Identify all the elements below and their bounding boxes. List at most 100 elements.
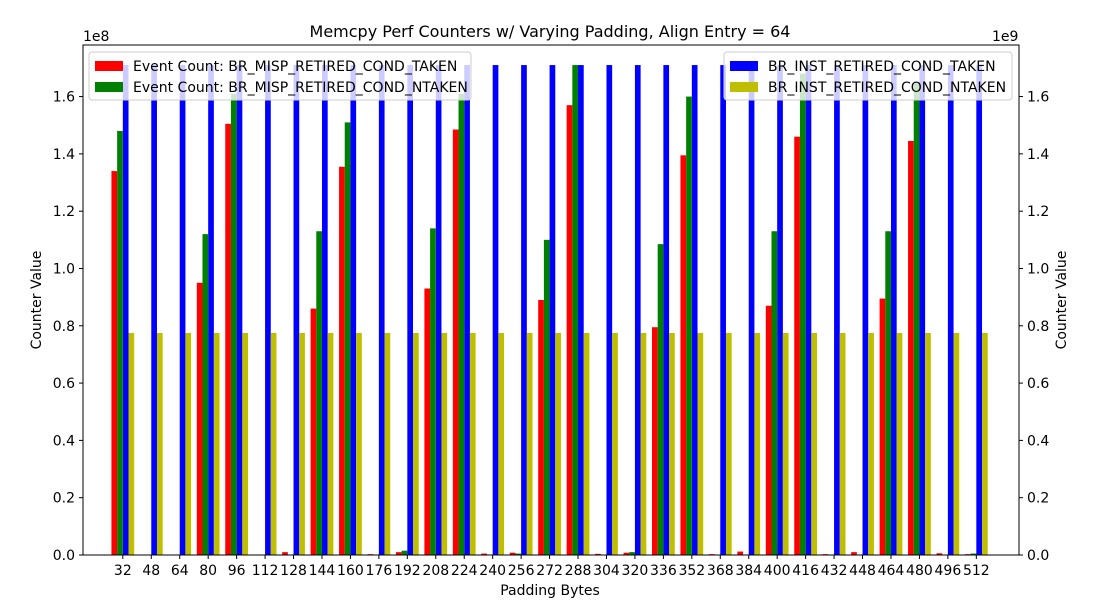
bar-br-inst-retired-cond-taken-416 xyxy=(805,65,812,555)
bar-br-inst-retired-cond-taken-336 xyxy=(663,65,670,555)
bar-br-inst-retired-cond-taken-160 xyxy=(350,65,357,555)
bar-br-inst-retired-cond-ntaken-336 xyxy=(669,332,675,555)
bar-br-inst-retired-cond-taken-400 xyxy=(777,65,783,555)
x-tick-label: 336 xyxy=(650,563,677,579)
legend-left: Event Count: BR_MISP_RETIRED_COND_TAKEN E… xyxy=(88,51,472,101)
bar-br-inst-retired-cond-taken-368 xyxy=(720,65,726,555)
bar-br-inst-retired-cond-taken-288 xyxy=(578,65,584,555)
x-tick-label: 272 xyxy=(536,563,563,579)
left-axis-multiplier: 1e8 xyxy=(83,29,109,45)
x-tick-label: 288 xyxy=(565,563,592,579)
bar-event-count-br-misp-retired-cond-ntaken-320 xyxy=(629,552,635,555)
bar-br-inst-retired-cond-taken-480 xyxy=(919,65,926,555)
x-tick-label: 384 xyxy=(735,563,762,579)
right-y-axis-label: Counter Value xyxy=(1054,251,1070,350)
bar-br-inst-retired-cond-taken-464 xyxy=(890,65,897,555)
left-y-tick-label: 0.8 xyxy=(53,319,75,335)
x-tick-label: 32 xyxy=(114,563,132,579)
legend-swatch xyxy=(95,61,123,71)
x-tick-label: 160 xyxy=(337,563,364,579)
x-tick-label: 512 xyxy=(963,563,990,579)
x-tick-label: 80 xyxy=(199,563,217,579)
bar-br-inst-retired-cond-taken-176 xyxy=(378,65,385,555)
bar-br-inst-retired-cond-taken-496 xyxy=(947,65,954,555)
bar-br-inst-retired-cond-taken-384 xyxy=(748,65,755,555)
bar-br-inst-retired-cond-ntaken-432 xyxy=(839,332,846,555)
bar-event-count-br-misp-retired-cond-ntaken-160 xyxy=(344,122,351,556)
bar-br-inst-retired-cond-taken-48 xyxy=(151,65,157,555)
bar-event-count-br-misp-retired-cond-taken-464 xyxy=(879,298,886,555)
right-y-tick-label: 0.6 xyxy=(1027,376,1049,392)
x-tick-label: 480 xyxy=(906,563,933,579)
bar-br-inst-retired-cond-ntaken-256 xyxy=(526,332,533,555)
bar-event-count-br-misp-retired-cond-ntaken-208 xyxy=(430,228,436,555)
bars-layer xyxy=(111,65,988,556)
bar-event-count-br-misp-retired-cond-taken-304 xyxy=(595,553,601,555)
x-tick-label: 464 xyxy=(878,563,905,579)
x-tick-label: 448 xyxy=(849,563,876,579)
bar-event-count-br-misp-retired-cond-ntaken-416 xyxy=(799,73,806,556)
bar-br-inst-retired-cond-taken-304 xyxy=(606,65,613,555)
left-y-tick-label: 0.2 xyxy=(53,491,75,507)
bar-br-inst-retired-cond-ntaken-288 xyxy=(583,332,590,555)
x-tick-label: 400 xyxy=(764,563,791,579)
legend-swatch xyxy=(95,82,123,92)
bar-br-inst-retired-cond-ntaken-192 xyxy=(413,332,419,555)
bar-br-inst-retired-cond-ntaken-64 xyxy=(185,332,192,555)
bar-event-count-br-misp-retired-cond-taken-320 xyxy=(623,552,630,555)
right-y-tick-label: 0.8 xyxy=(1027,319,1049,335)
bar-event-count-br-misp-retired-cond-taken-336 xyxy=(652,327,658,555)
x-tick-label: 320 xyxy=(622,563,649,579)
bar-event-count-br-misp-retired-cond-ntaken-400 xyxy=(771,231,778,556)
bar-br-inst-retired-cond-taken-32 xyxy=(122,65,129,555)
bar-br-inst-retired-cond-ntaken-464 xyxy=(896,332,903,555)
right-y-tick-label: 1.0 xyxy=(1027,261,1049,277)
left-y-tick-label: 0.4 xyxy=(53,433,75,449)
legends-layer: Event Count: BR_MISP_RETIRED_COND_TAKEN E… xyxy=(88,51,1013,101)
bar-event-count-br-misp-retired-cond-ntaken-512 xyxy=(970,553,977,555)
bar-br-inst-retired-cond-ntaken-480 xyxy=(925,332,931,555)
legend-right: BR_INST_RETIRED_COND_TAKEN BR_INST_RETIRE… xyxy=(723,51,1013,101)
bar-br-inst-retired-cond-ntaken-160 xyxy=(356,332,362,555)
bar-br-inst-retired-cond-ntaken-384 xyxy=(754,332,761,555)
legend-label: Event Count: BR_MISP_RETIRED_COND_NTAKEN xyxy=(133,80,468,96)
bar-br-inst-retired-cond-ntaken-80 xyxy=(213,332,220,555)
bar-event-count-br-misp-retired-cond-ntaken-144 xyxy=(316,231,322,556)
bar-br-inst-retired-cond-ntaken-48 xyxy=(156,332,163,555)
bar-br-inst-retired-cond-ntaken-224 xyxy=(469,332,476,555)
left-y-tick-label: 0.0 xyxy=(53,548,75,564)
bar-br-inst-retired-cond-taken-512 xyxy=(976,65,983,555)
bar-event-count-br-misp-retired-cond-ntaken-96 xyxy=(230,93,237,556)
bar-event-count-br-misp-retired-cond-taken-80 xyxy=(196,282,203,555)
bar-br-inst-retired-cond-taken-144 xyxy=(321,65,328,555)
x-tick-label: 208 xyxy=(422,563,449,579)
bar-br-inst-retired-cond-ntaken-320 xyxy=(640,332,647,555)
legend-swatch xyxy=(730,61,758,71)
bar-event-count-br-misp-retired-cond-taken-272 xyxy=(538,300,544,555)
bar-event-count-br-misp-retired-cond-taken-96 xyxy=(225,123,231,555)
left-y-tick-label: 1.2 xyxy=(53,204,75,220)
left-y-tick-label: 1.6 xyxy=(53,90,75,106)
legend-right-box xyxy=(723,51,1013,101)
legend-label: BR_INST_RETIRED_COND_TAKEN xyxy=(768,59,996,75)
bar-br-inst-retired-cond-taken-192 xyxy=(407,65,414,555)
legend-left-box xyxy=(88,51,472,101)
x-tick-label: 128 xyxy=(280,563,307,579)
axes-layer: 32 48 64 80 96 112 128 144 160 176 192 208 224 240 256… xyxy=(53,44,1049,579)
left-y-tick-label: 0.6 xyxy=(53,376,75,392)
x-tick-label: 304 xyxy=(593,563,620,579)
bar-br-inst-retired-cond-ntaken-128 xyxy=(299,332,305,555)
x-tick-label: 416 xyxy=(792,563,819,579)
bar-br-inst-retired-cond-ntaken-272 xyxy=(555,332,561,555)
bar-event-count-br-misp-retired-cond-ntaken-464 xyxy=(885,231,891,556)
bar-br-inst-retired-cond-ntaken-112 xyxy=(270,332,277,555)
bar-br-inst-retired-cond-ntaken-32 xyxy=(128,332,135,555)
bar-event-count-br-misp-retired-cond-ntaken-32 xyxy=(117,130,123,555)
bar-br-inst-retired-cond-ntaken-416 xyxy=(811,332,818,555)
bar-event-count-br-misp-retired-cond-taken-256 xyxy=(509,552,516,555)
right-y-tick-label: 0.4 xyxy=(1027,433,1049,449)
bar-event-count-br-misp-retired-cond-taken-400 xyxy=(765,305,772,555)
bar-event-count-br-misp-retired-cond-taken-32 xyxy=(111,171,118,555)
bar-br-inst-retired-cond-taken-448 xyxy=(862,65,869,555)
bar-br-inst-retired-cond-ntaken-448 xyxy=(868,332,874,555)
